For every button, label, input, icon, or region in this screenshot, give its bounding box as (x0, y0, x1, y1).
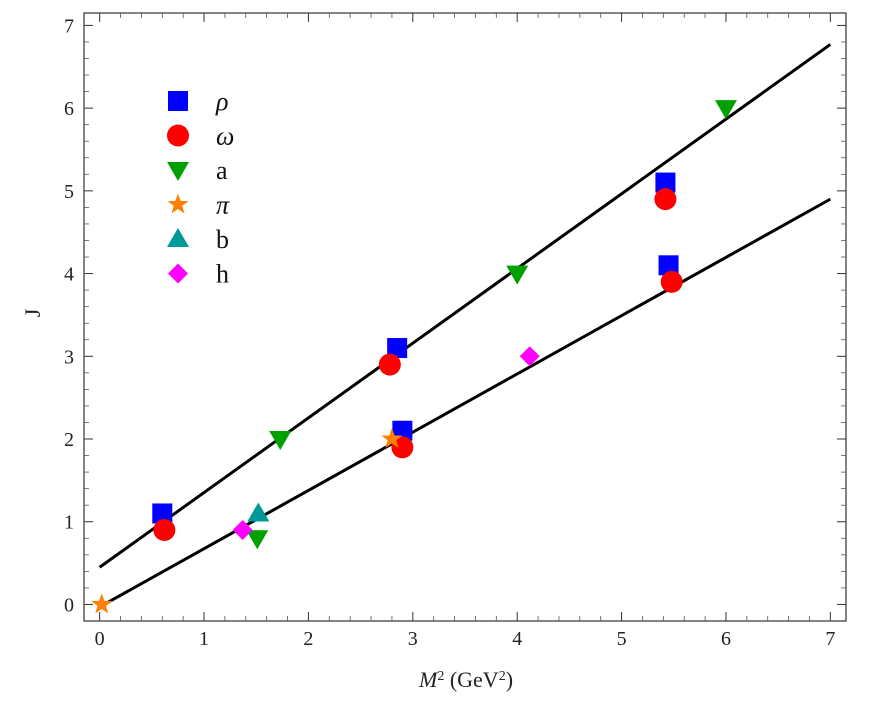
data-point-circle (660, 270, 683, 293)
x-tick-label: 3 (408, 628, 418, 650)
y-tick-label: 2 (64, 429, 74, 451)
y-tick-label: 1 (64, 512, 74, 534)
legend-marker-star (167, 193, 189, 214)
data-point-star (381, 428, 403, 448)
data-point-triangle-down (506, 265, 529, 285)
data-point-square (658, 255, 679, 276)
data-point-square (655, 172, 676, 193)
data-point-circle (378, 353, 401, 376)
x-tick-label: 4 (512, 628, 522, 650)
data-point-triangle-down (246, 530, 269, 550)
x-tick-label: 0 (95, 628, 105, 650)
data-point-circle (153, 519, 176, 542)
y-tick-label: 6 (64, 98, 74, 120)
axes: 0 1 2 3 4 5 6 7 0 1 2 3 4 5 6 7 (64, 12, 847, 650)
legend-label: π (216, 191, 230, 220)
plot-frame (83, 12, 847, 622)
y-tick-label: 3 (64, 346, 74, 368)
data-point-triangle-down (269, 431, 292, 451)
x-tick-label: 7 (825, 628, 835, 650)
data-points (91, 100, 737, 614)
legend-label: ω (216, 122, 234, 151)
legend-marker-square (168, 91, 188, 111)
data-point-circle (654, 188, 677, 211)
data-point-triangle-up (247, 502, 270, 522)
legend-label: ρ (215, 87, 228, 116)
legend-marker-diamond (168, 263, 188, 284)
data-point-diamond (519, 346, 540, 367)
fit-line (98, 197, 832, 609)
legend-label: a (216, 156, 228, 185)
y-tick-label: 0 (64, 594, 74, 616)
data-point-triangle-down (714, 100, 737, 120)
data-point-circle (391, 436, 414, 459)
fit-lines (98, 43, 832, 609)
legend-marker-triangle-down (167, 162, 189, 181)
y-axis-label: J (20, 308, 45, 317)
y-tick-label: 4 (64, 264, 74, 286)
legend-label: h (216, 260, 229, 289)
x-tick-label: 5 (617, 628, 627, 650)
legend-marker-triangle-up (167, 228, 189, 247)
legend-marker-circle (167, 124, 189, 147)
legend-label: b (216, 225, 229, 254)
data-point-star (91, 593, 113, 614)
data-point-square (387, 338, 408, 359)
x-axis-label: M2 (GeV2) (418, 667, 513, 692)
data-point-diamond (232, 520, 253, 541)
x-tick-label: 2 (303, 628, 313, 650)
y-tick-label: 5 (64, 181, 74, 203)
x-tick-label: 1 (199, 628, 209, 650)
x-tick-label: 6 (721, 628, 731, 650)
data-point-square (152, 503, 173, 524)
fit-line (98, 43, 832, 569)
y-tick-label: 7 (64, 15, 74, 37)
